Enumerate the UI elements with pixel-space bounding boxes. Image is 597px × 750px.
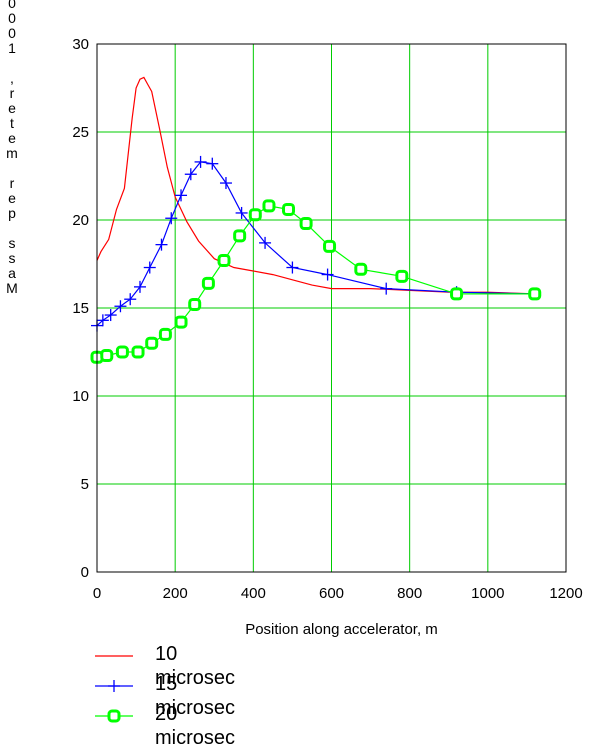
series-1 [96,76,535,295]
y-axis-label-char [5,161,19,175]
x-tick-label: 400 [241,585,266,602]
data-point-marker [174,315,188,329]
data-point-marker [262,199,276,213]
y-axis-label-char: s [8,250,16,266]
data-point-marker [100,349,114,363]
data-point-marker [201,276,215,290]
y-tick-label: 5 [81,476,89,493]
y-tick-label: 0 [81,564,89,581]
y-axis-label-char: e [8,190,16,206]
data-point-marker [528,287,542,301]
y-axis-label-char: 0 [8,0,16,11]
y-axis-label-char: s [8,235,16,251]
data-point-marker [354,262,368,276]
legend-label-3: 20 microsec [155,703,236,749]
y-axis-label-char: r [9,175,15,191]
y-axis-label-char: , [10,70,14,86]
y-tick-label: 30 [72,36,89,53]
data-point-marker [158,327,172,341]
x-tick-label: 0 [93,585,101,602]
legend-swatch-1 [95,655,133,657]
legend-swatch-3 [95,709,133,723]
data-point-marker [450,287,464,301]
data-point-marker [188,297,202,311]
series-3 [90,199,542,364]
data-point-marker [145,336,159,350]
y-tick-label: 10 [72,388,89,405]
x-tick-label: 800 [397,585,422,602]
y-axis-label-char: r [9,85,15,101]
series-line [96,161,535,327]
data-point-marker [217,253,231,267]
y-axis-label-char [5,56,19,70]
series-2 [91,155,541,332]
legend-label-2: 15 microsec [155,673,236,719]
y-axis-label-char: a [8,265,16,281]
data-point-marker [233,229,247,243]
y-axis-label-char: p [8,205,16,221]
y-tick-label: 20 [72,212,89,229]
data-point-marker [107,709,121,723]
y-axis-label-char: t [10,115,14,131]
y-axis-label-char: e [8,130,16,146]
legend-label-1: 10 microsec [155,643,236,689]
y-axis-label-char: 0 [8,25,16,41]
y-axis-label-char: M [6,280,18,296]
x-tick-label: 1200 [549,585,582,602]
x-axis-label: Position along accelerator, m [245,621,438,638]
y-axis-label-char: m [6,145,18,161]
x-tick-label: 1000 [471,585,504,602]
data-point-marker [115,345,129,359]
tick-labels: 0 200 400 600 800 1000 1200 0 5 10 15 20 25 30 [72,36,582,602]
y-axis-label-char [5,221,19,235]
data-point-marker [395,269,409,283]
data-point-marker [131,345,145,359]
y-axis-label-char: 1 [8,40,16,56]
y-tick-label: 25 [72,124,89,141]
y-axis-label-char: 0 [8,10,16,26]
y-tick-label: 15 [72,300,89,317]
x-tick-label: 200 [163,585,188,602]
series-line [96,76,535,295]
plot-frame [96,43,567,573]
legend-swatch-2 [95,680,133,692]
grid [97,44,566,572]
x-tick-label: 600 [319,585,344,602]
y-axis-label-char: e [8,100,16,116]
data-point-marker [323,239,337,253]
data-point-marker [299,217,313,231]
data-point-marker [248,208,262,222]
data-point-marker [282,202,296,216]
